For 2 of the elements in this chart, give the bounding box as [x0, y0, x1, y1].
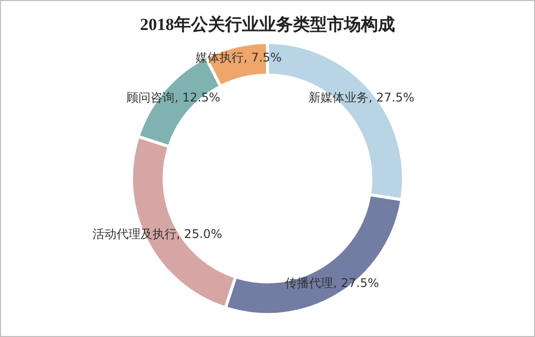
slice-label: 新媒体业务, 27.5% — [308, 90, 414, 104]
chart-title: 2018年公关行业业务类型市场构成 — [139, 14, 396, 36]
